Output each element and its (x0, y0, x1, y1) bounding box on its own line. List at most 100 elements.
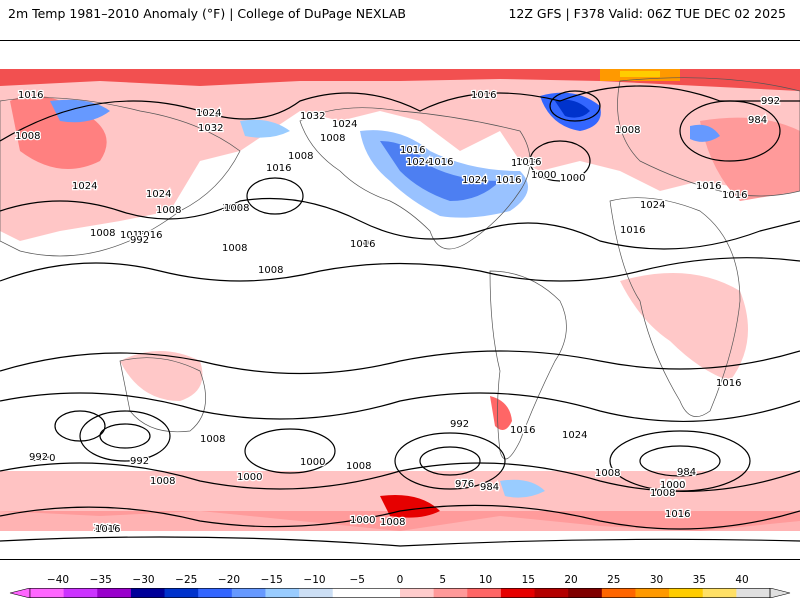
isobar-label: 992 (761, 96, 780, 107)
isobar-label: 1016 (137, 230, 162, 241)
colorbar-tick-label: 0 (396, 574, 404, 586)
colorbar-min-extend (9, 588, 31, 598)
isobar-label: 1016 (120, 230, 145, 241)
colorbar-swatch (130, 588, 166, 598)
isobar-label: 1016 (400, 145, 425, 156)
isobar-label: 1000 (350, 515, 375, 526)
colorbar: −40 −35 −30 −25 −20 −15 −10 −5 0 5 10 15 20 25 30 35 40 (0, 570, 800, 600)
isobar-label: 1016 (516, 157, 541, 168)
isobar-label: 1008 (615, 125, 640, 136)
model-valid-time: 12Z GFS | F378 Valid: 06Z TUE DEC 02 202… (508, 6, 786, 21)
isobar-label: 1008 (258, 265, 283, 276)
isobar-labels: 1016102410321008102410241008101610081008… (14, 89, 782, 537)
isobar-label: 1016 (496, 175, 521, 186)
isobar-label: 1008 (150, 476, 175, 487)
isobar-label: 984 (480, 482, 499, 493)
isobar-label: 1000 (30, 453, 55, 464)
isobar-label: 992 (29, 452, 48, 463)
isobar-label: 1008 (320, 133, 345, 144)
cold-anomaly-shading (50, 92, 720, 498)
isobar-label: 1008 (222, 203, 247, 214)
product-title: 2m Temp 1981–2010 Anomaly (°F) | College… (8, 6, 406, 21)
isobar-label: 1008 (650, 488, 675, 499)
isobar-label: 1008 (288, 151, 313, 162)
colorbar-tick-label: 35 (692, 574, 706, 586)
colorbar-swatch (299, 588, 334, 598)
isobar-label: 984 (748, 115, 767, 126)
isobar-label: 1016 (510, 425, 535, 436)
isobar-label: 992 (130, 456, 149, 467)
anomaly-map: 1016102410321008102410241008101610081008… (0, 69, 800, 547)
isobar-label: 1016 (93, 523, 118, 534)
colorbar-swatch (669, 588, 704, 598)
isobar-label: 1008 (595, 468, 620, 479)
colorbar-swatch (601, 588, 636, 598)
colorbar-tick-label: −5 (349, 574, 365, 586)
colorbar-swatch (433, 588, 468, 598)
colorbar-tick-label: 10 (478, 574, 493, 586)
isobar-label: 1024 (406, 157, 431, 168)
isobar-label: 1016 (696, 181, 721, 192)
isobar-label: 1032 (198, 123, 223, 134)
colorbar-swatch (400, 588, 435, 598)
isobar-label: 1024 (562, 430, 587, 441)
colorbar-swatch (467, 588, 502, 598)
isobar-label: 1008 (222, 243, 247, 254)
isobar-label: 1016 (18, 90, 43, 101)
isobar-label: 1032 (300, 111, 325, 122)
isobar-label: 992 (130, 235, 149, 246)
isobar-label: 1008 (156, 205, 181, 216)
colorbar-tick-label: 30 (649, 574, 664, 586)
isobar-label: 1024 (640, 200, 665, 211)
colorbar-swatch (30, 588, 65, 598)
isobar-label: 1024 (332, 119, 357, 130)
isobar-contours (0, 85, 800, 547)
colorbar-tick-label: 40 (735, 574, 749, 586)
isobar-label: 1016 (266, 163, 291, 174)
colorbar-swatch (534, 588, 569, 598)
colorbar-swatch (231, 588, 266, 598)
isobar-label: 1008 (200, 434, 225, 445)
isobar-label: 1000 (660, 479, 685, 490)
isobar-label: 1000 (660, 480, 685, 491)
colorbar-swatches (9, 588, 791, 598)
isobar-label: 1000 (560, 173, 585, 184)
isobar-label: 1016 (716, 378, 741, 389)
isobar-label: 992 (450, 419, 469, 430)
colorbar-tick-label: −25 (175, 574, 198, 586)
isobar-label: 1000 (531, 170, 556, 181)
isobar-label: 1000 (300, 457, 325, 468)
isobar-label: 1016 (620, 225, 645, 236)
isobar-label: 976 (455, 479, 474, 490)
colorbar-swatch (736, 588, 771, 598)
colorbar-max-extend (769, 588, 791, 598)
colorbar-swatch (265, 588, 300, 598)
colorbar-swatch (366, 588, 401, 598)
colorbar-tick-label: 25 (607, 574, 621, 586)
isobar-label: 984 (677, 467, 696, 478)
colorbar-swatch (198, 588, 233, 598)
colorbar-swatch (500, 588, 536, 598)
colorbar-swatch (332, 588, 367, 598)
isobar-label: 1016 (428, 157, 453, 168)
colorbar-outline (29, 588, 771, 598)
isobar-label: 1008 (224, 203, 249, 214)
isobar-label: 1008 (380, 517, 405, 528)
coastlines (0, 77, 800, 460)
isobar-label: 1024 (196, 108, 221, 119)
isobar-label: 1024 (462, 175, 487, 186)
isobar-label: 1024 (146, 189, 171, 200)
isobar-label: 1000 (237, 472, 262, 483)
colorbar-swatch (568, 588, 603, 598)
isobar-label: 1008 (350, 238, 375, 249)
colorbar-tick-label: −10 (303, 574, 326, 586)
colorbar-swatch (702, 588, 737, 598)
colorbar-swatch (164, 588, 199, 598)
isobar-label: 1024 (72, 181, 97, 192)
map-panel[interactable]: 1016 1024 1032 1008 1024 1024 1008 1016 1008 1008… (0, 40, 800, 560)
header: 2m Temp 1981–2010 Anomaly (°F) | College… (0, 0, 800, 32)
colorbar-tick-label: 20 (564, 574, 578, 586)
isobar-label: 1016 (350, 239, 375, 250)
isobar-label: 1008 (90, 228, 115, 239)
colorbar-tick-label: −20 (217, 574, 241, 586)
